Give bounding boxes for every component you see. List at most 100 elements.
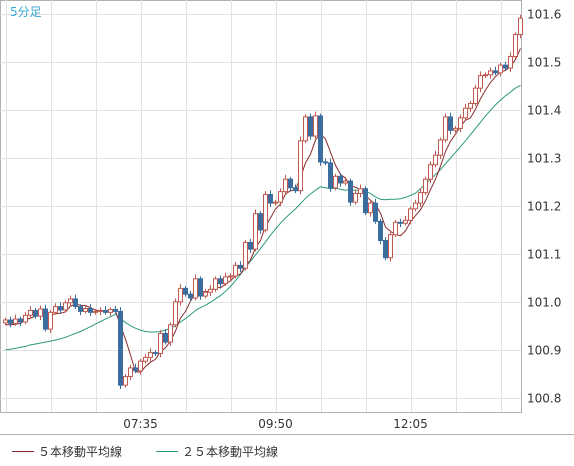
candle-down bbox=[103, 309, 108, 313]
candle-down bbox=[238, 264, 243, 269]
candle-down bbox=[58, 306, 63, 311]
candle-up bbox=[53, 306, 58, 313]
candle-up bbox=[368, 202, 373, 214]
candle-up bbox=[463, 107, 468, 119]
candle-up bbox=[23, 314, 28, 323]
candle-down bbox=[268, 194, 273, 204]
candle-up bbox=[213, 278, 218, 290]
legend-item-ma25: ２５本移動平均線 bbox=[156, 443, 278, 460]
candle-down bbox=[293, 187, 298, 192]
candle-up bbox=[93, 310, 98, 313]
chart-title: 5分足 bbox=[10, 5, 42, 19]
ma25-line bbox=[5, 84, 521, 351]
candle-up bbox=[138, 360, 143, 372]
candle-up bbox=[403, 219, 408, 224]
ma5-line bbox=[5, 48, 521, 373]
candle-down bbox=[118, 310, 123, 386]
candle-up bbox=[473, 87, 478, 104]
legend-label-ma5: ５本移動平均線 bbox=[38, 445, 123, 459]
candle-up bbox=[123, 376, 128, 386]
candle-down bbox=[373, 202, 378, 222]
y-tick-label: 100.8 bbox=[527, 392, 561, 406]
y-tick-label: 101.6 bbox=[527, 8, 561, 22]
candle-up bbox=[353, 193, 358, 203]
candle-down bbox=[503, 64, 508, 69]
candle-layer bbox=[3, 14, 523, 390]
candle-up bbox=[388, 234, 393, 259]
candle-up bbox=[298, 140, 303, 192]
candle-up bbox=[108, 308, 113, 313]
moving-average-layer bbox=[5, 48, 521, 373]
candle-down bbox=[88, 308, 93, 313]
candle-up bbox=[203, 291, 208, 297]
candle-down bbox=[348, 180, 353, 203]
candle-up bbox=[143, 356, 148, 362]
candle-down bbox=[378, 220, 383, 241]
candle-down bbox=[198, 278, 203, 297]
candle-up bbox=[148, 352, 153, 358]
legend-swatch-ma25 bbox=[156, 451, 178, 452]
candle-down bbox=[448, 116, 453, 131]
candle-down bbox=[33, 309, 38, 317]
candle-up bbox=[98, 309, 103, 312]
axis-layer: 100.8 100.9 101.0 101.1 101.2 101.3 101.4 101.5… bbox=[123, 8, 561, 432]
legend-item-ma5: ５本移動平均線 bbox=[12, 443, 122, 460]
candle-down bbox=[308, 116, 313, 137]
candle-up bbox=[193, 278, 198, 299]
legend-label-ma25: ２５本移動平均線 bbox=[182, 445, 279, 459]
candle-up bbox=[273, 201, 278, 204]
grid-layer bbox=[0, 0, 522, 413]
candle-up bbox=[228, 275, 233, 278]
candle-up bbox=[83, 308, 88, 312]
candle-up bbox=[68, 298, 73, 304]
candle-up bbox=[253, 213, 258, 250]
y-tick-label: 101.3 bbox=[527, 152, 561, 166]
candle-up bbox=[438, 139, 443, 156]
candle-up bbox=[458, 117, 463, 129]
candle-up bbox=[128, 367, 133, 378]
x-tick-label: 07:35 bbox=[123, 417, 158, 431]
candle-up bbox=[63, 302, 68, 311]
candle-up bbox=[478, 75, 483, 89]
candle-up bbox=[468, 102, 473, 109]
candle-up bbox=[423, 178, 428, 194]
candle-down bbox=[398, 221, 403, 224]
candle-up bbox=[283, 178, 288, 193]
candle-up bbox=[173, 301, 178, 326]
legend-swatch-ma5 bbox=[12, 451, 34, 452]
candle-down bbox=[328, 162, 333, 189]
candle-down bbox=[73, 298, 78, 308]
candle-down bbox=[43, 308, 48, 330]
candle-up bbox=[178, 287, 183, 303]
candle-down bbox=[133, 367, 138, 372]
candle-down bbox=[163, 332, 168, 343]
candle-down bbox=[153, 352, 158, 355]
y-tick-label: 100.9 bbox=[527, 344, 561, 358]
x-tick-label: 09:50 bbox=[258, 417, 293, 431]
candle-up bbox=[233, 264, 238, 277]
candle-up bbox=[263, 194, 268, 231]
candle-up bbox=[208, 288, 213, 293]
candle-down bbox=[78, 306, 83, 312]
candle-up bbox=[443, 116, 448, 141]
y-tick-label: 101.5 bbox=[527, 56, 561, 70]
candle-down bbox=[288, 178, 293, 189]
candle-down bbox=[258, 213, 263, 231]
legend: ５本移動平均線 ２５本移動平均線 bbox=[0, 434, 574, 462]
candle-up bbox=[48, 311, 53, 330]
y-tick-label: 101.0 bbox=[527, 296, 561, 310]
y-tick-label: 101.4 bbox=[527, 104, 561, 118]
candle-up bbox=[168, 324, 173, 343]
candle-up bbox=[158, 332, 163, 355]
candle-down bbox=[18, 318, 23, 323]
y-tick-label: 101.1 bbox=[527, 248, 561, 262]
candle-up bbox=[303, 116, 308, 142]
candle-down bbox=[113, 308, 118, 312]
candle-up bbox=[518, 17, 523, 35]
candle-up bbox=[513, 33, 518, 58]
candle-up bbox=[313, 115, 318, 137]
x-tick-label: 12:05 bbox=[393, 417, 428, 431]
y-tick-label: 101.2 bbox=[527, 200, 561, 214]
